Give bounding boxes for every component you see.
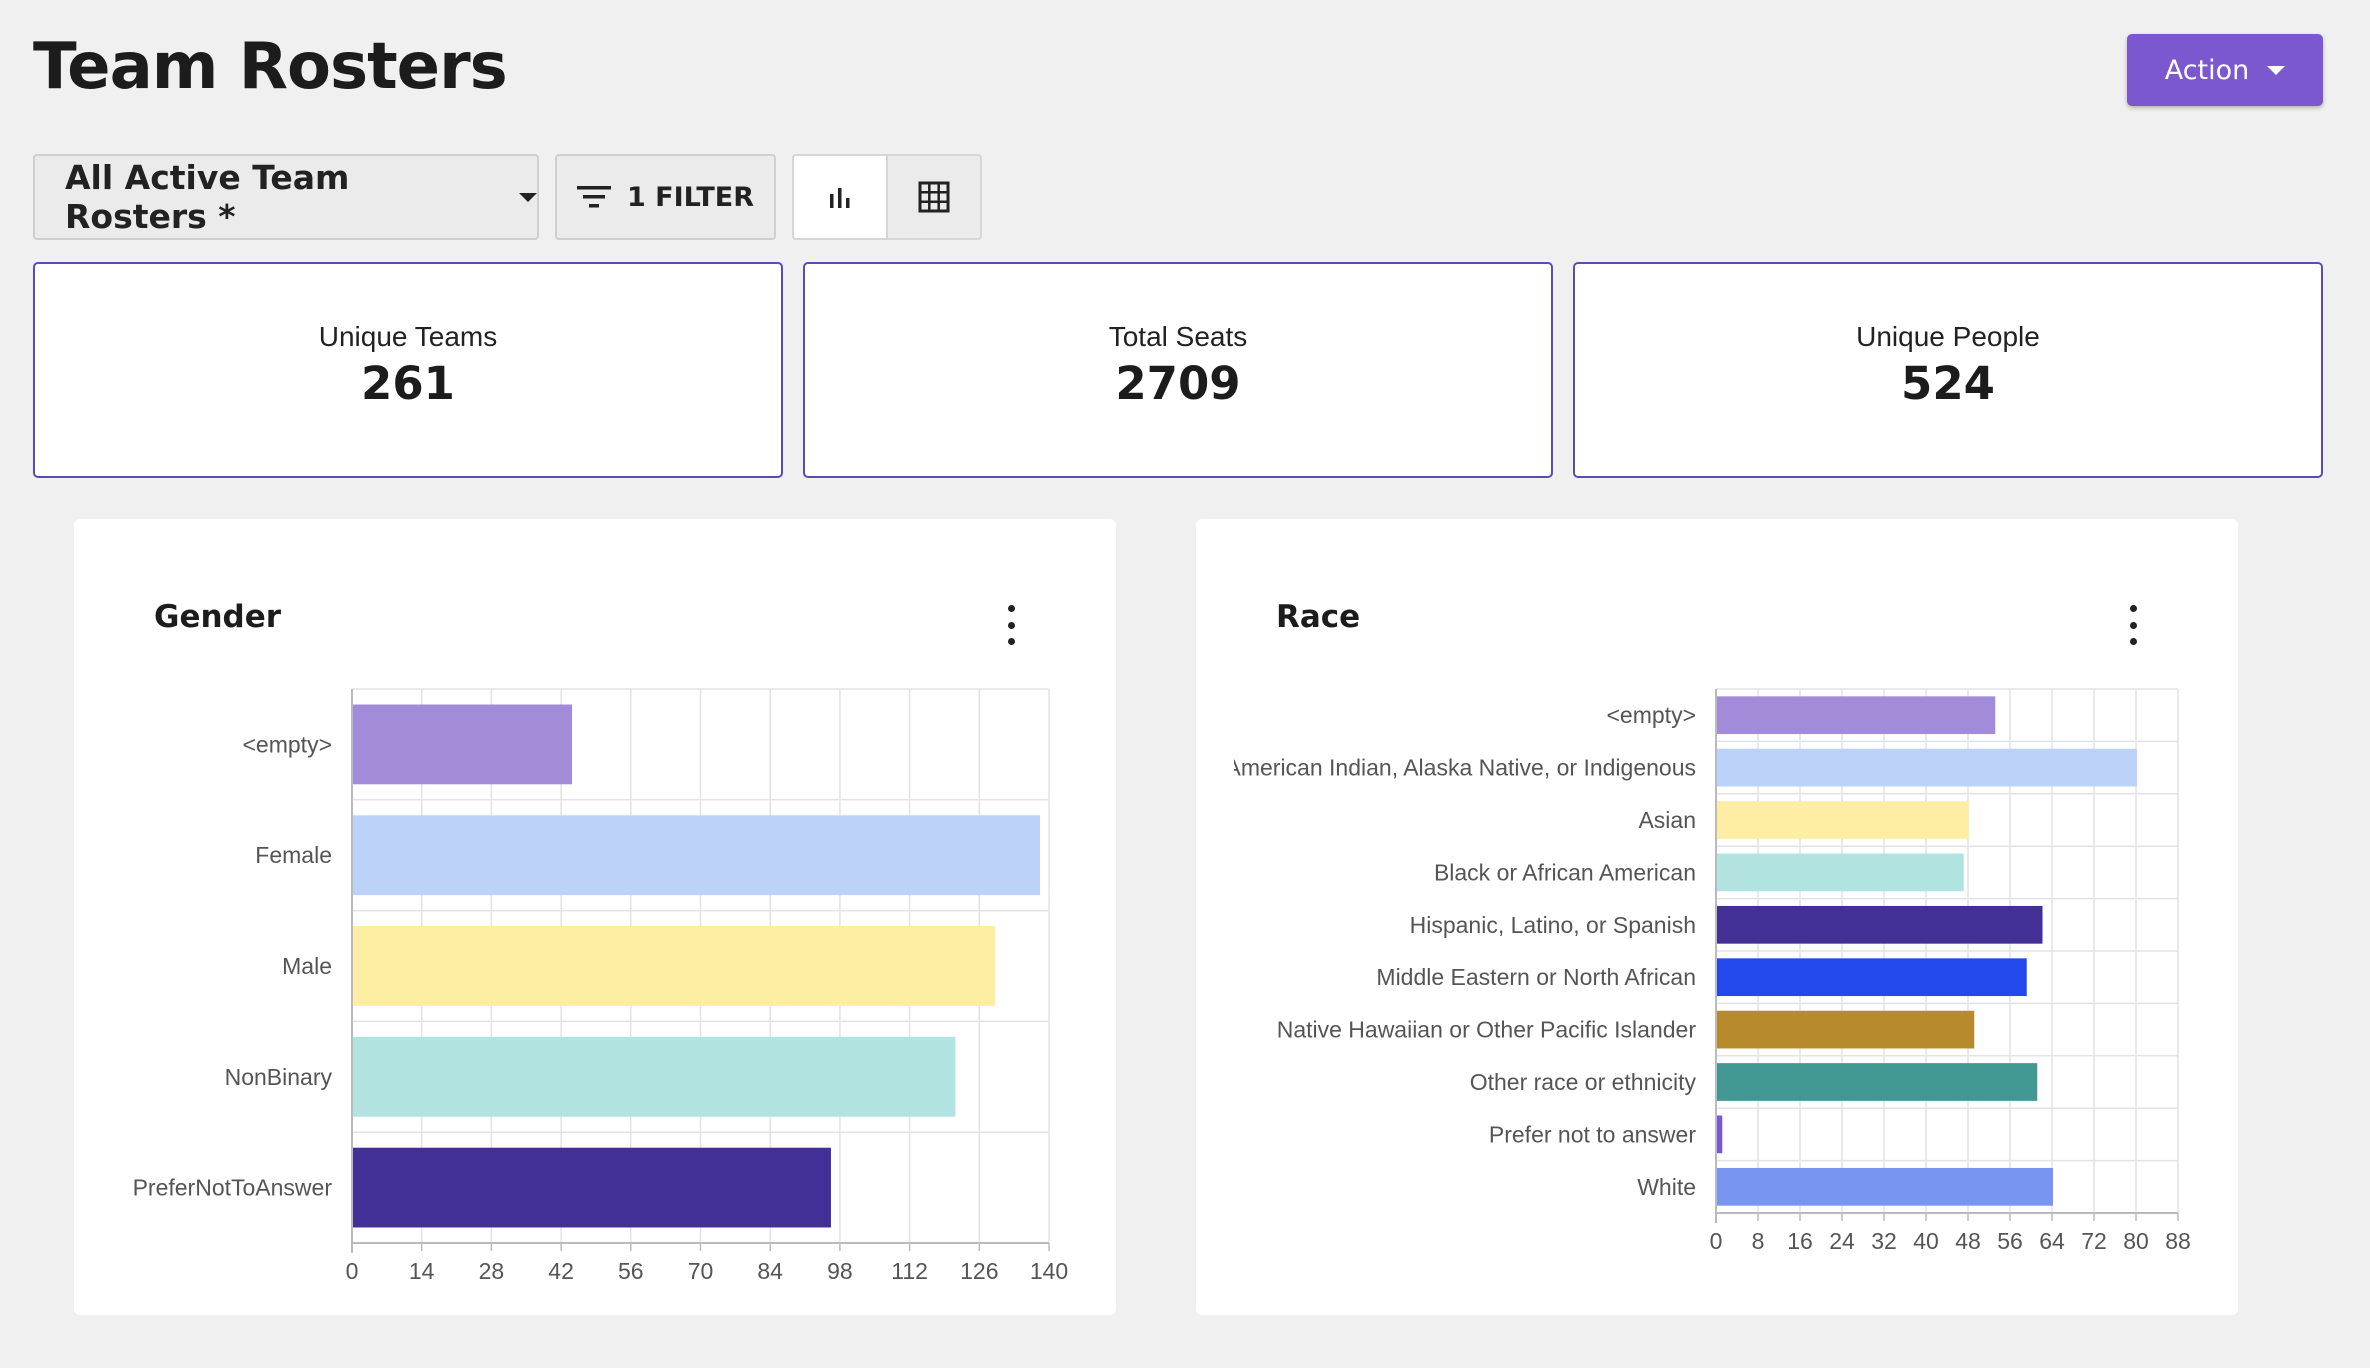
bar (1717, 1167, 2053, 1206)
roster-view-select[interactable]: All Active Team Rosters * (33, 154, 539, 240)
tick-label: 80 (2123, 1228, 2149, 1254)
category-label: Black or African American (1434, 859, 1696, 885)
action-button[interactable]: Action (2127, 34, 2323, 106)
filter-icon (576, 186, 611, 208)
filter-button[interactable]: 1 FILTER (555, 154, 776, 240)
tick-label: 14 (409, 1258, 435, 1284)
stat-value: 524 (1901, 356, 1995, 410)
stat-label: Total Seats (1108, 320, 1248, 352)
bar (1717, 696, 1996, 735)
page-title: Team Rosters (33, 30, 508, 104)
category-label: Native Hawaiian or Other Pacific Islande… (1277, 1017, 1697, 1043)
stat-label: Unique Teams (318, 320, 498, 352)
category-labels: <empty> Female Male NonBinary PreferNotToAns… (133, 731, 333, 1200)
tick-label: 0 (346, 1258, 359, 1284)
bar (1717, 853, 1964, 892)
bar (1717, 801, 1969, 839)
tick-label: 8 (1752, 1228, 1765, 1254)
bar (353, 1036, 956, 1117)
category-label: <empty> (1607, 702, 1697, 728)
chart-title: Race (1276, 599, 1361, 635)
bar (1717, 1115, 1723, 1154)
tick-label: 32 (1871, 1228, 1897, 1254)
bar (353, 704, 573, 785)
category-label: Other race or ethnicity (1470, 1069, 1697, 1095)
stat-card-unique-people: Unique People 524 (1573, 262, 2323, 478)
tick-label: 0 (1710, 1228, 1723, 1254)
tick-label: 56 (1997, 1228, 2023, 1254)
category-label: NonBinary (225, 1064, 333, 1090)
stat-label: Unique People (1856, 320, 2040, 352)
bar (353, 926, 996, 1006)
table-view-button[interactable] (886, 156, 980, 238)
tick-label: 64 (2039, 1228, 2065, 1254)
category-label: Female (255, 842, 332, 868)
stat-value: 261 (361, 356, 455, 410)
chart-view-button[interactable] (794, 156, 886, 238)
action-button-label: Action (2164, 54, 2250, 86)
bar (1717, 905, 2043, 944)
tick-label: 84 (757, 1258, 783, 1284)
category-label: <empty> (243, 731, 333, 757)
dropdown-caret-icon (519, 192, 537, 202)
tick-label: 98 (827, 1258, 853, 1284)
category-label: Hispanic, Latino, or Spanish (1410, 912, 1696, 938)
stat-card-unique-teams: Unique Teams 261 (33, 262, 783, 478)
more-options-icon[interactable] (996, 605, 1026, 645)
chart-title: Gender (154, 599, 282, 635)
tick-label: 24 (1829, 1228, 1855, 1254)
bar (1717, 1010, 1975, 1049)
gender-chart-card: Gender <empty> Female Male NonBinary PreferN… (74, 519, 1116, 1315)
tick-label: 72 (2081, 1228, 2107, 1254)
tick-label: 40 (1913, 1228, 1939, 1254)
tick-label: 88 (2165, 1228, 2191, 1254)
category-label: Prefer not to answer (1489, 1121, 1696, 1147)
roster-view-label: All Active Team Rosters * (65, 158, 350, 236)
grid-icon (918, 181, 950, 213)
race-bar-chart: <empty> American Indian, Alaska Native, o… (1226, 688, 2191, 1254)
tick-label: 56 (618, 1258, 644, 1284)
category-label: Middle Eastern or North African (1376, 964, 1696, 990)
category-label: American Indian, Alaska Native, or Indig… (1226, 755, 1697, 781)
race-chart-card: Race <empty> American Indian, Alaska Nati… (1196, 519, 2238, 1315)
tick-label: 70 (688, 1258, 714, 1284)
tick-label: 48 (1955, 1228, 1981, 1254)
tick-label: 140 (1030, 1258, 1068, 1284)
category-label: Male (282, 953, 332, 979)
stat-value: 2709 (1115, 356, 1241, 410)
category-label: PreferNotToAnswer (133, 1175, 333, 1201)
category-label: White (1637, 1174, 1696, 1200)
bar (1717, 1063, 2038, 1101)
tick-label: 42 (548, 1258, 574, 1284)
bar (353, 815, 1041, 896)
category-labels: <empty> American Indian, Alaska Native, o… (1226, 702, 1697, 1200)
bar (1717, 958, 2027, 997)
category-label: Asian (1638, 807, 1696, 833)
tick-label: 28 (479, 1258, 505, 1284)
caret-down-icon (2267, 65, 2286, 75)
bar (353, 1147, 831, 1228)
tick-label: 112 (891, 1258, 928, 1284)
tick-label: 126 (960, 1258, 998, 1284)
more-options-icon[interactable] (2118, 605, 2148, 645)
bar-chart-icon (830, 188, 850, 208)
stat-card-total-seats: Total Seats 2709 (803, 262, 1553, 478)
view-toggle (792, 154, 982, 240)
bar (1717, 748, 2137, 787)
tick-label: 16 (1787, 1228, 1813, 1254)
filter-label: 1 FILTER (626, 181, 755, 213)
gender-bar-chart: <empty> Female Male NonBinary PreferNotToAns… (133, 688, 1068, 1284)
